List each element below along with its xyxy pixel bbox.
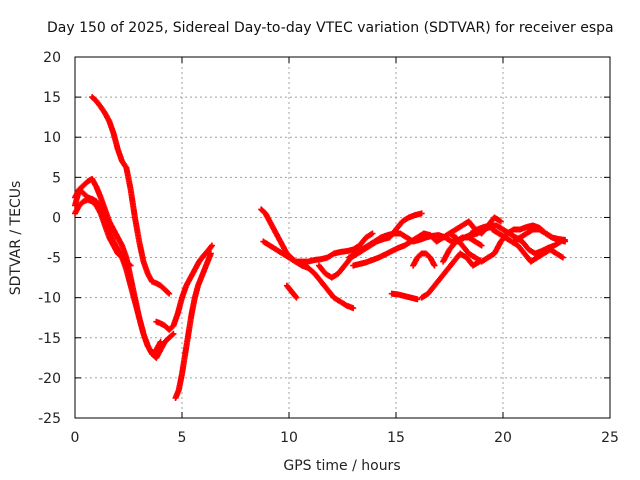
y-tick-label: 15 [43, 90, 61, 106]
plot-frame [74, 56, 611, 419]
series-arc-o [418, 250, 483, 301]
series-arc-e [153, 242, 215, 333]
x-tick-label: 25 [601, 430, 619, 446]
data-layer [72, 94, 569, 401]
y-tick-label: 20 [43, 50, 61, 66]
data-point [414, 296, 421, 303]
y-tick-label: 0 [52, 210, 61, 226]
data-point [293, 294, 300, 301]
data-point [157, 338, 164, 345]
data-point [165, 289, 172, 296]
data-point [562, 236, 569, 243]
x-tick-label: 0 [71, 430, 80, 446]
chart-title: Day 150 of 2025, Sidereal Day-to-day VTE… [47, 20, 614, 36]
series-arc-a [89, 94, 173, 297]
series-arc-d [72, 196, 134, 269]
y-tick-label: -25 [38, 411, 61, 427]
series-arc-f [172, 250, 214, 401]
y-tick-label: -20 [38, 371, 61, 387]
data-point [169, 331, 176, 338]
x-tick-label: 10 [280, 430, 298, 446]
tick-layer: 0 5 10 15 20 25 -25 -20 -15 -10 -5 0 5 10 15 20 [38, 50, 619, 446]
y-tick-label: -15 [38, 331, 61, 347]
data-point [431, 262, 438, 269]
data-point [559, 254, 566, 261]
data-point [207, 250, 214, 257]
x-tick-label: 15 [387, 430, 405, 446]
data-point [126, 261, 133, 268]
data-point [166, 290, 173, 297]
y-tick-label: -10 [38, 291, 61, 307]
data-point [369, 230, 376, 237]
data-point [127, 262, 134, 269]
data-point [350, 305, 357, 312]
data-point [170, 330, 177, 337]
data-point [497, 218, 504, 225]
y-axis-label: SDTVAR / TECUs [8, 181, 24, 296]
series-arc-m [388, 290, 421, 303]
data-point [292, 293, 299, 300]
x-axis-label: GPS time / hours [283, 458, 400, 474]
series-arc-i [283, 282, 300, 301]
x-tick-label: 20 [494, 430, 512, 446]
y-tick-label: 10 [43, 130, 61, 146]
series-arc-n [410, 250, 438, 269]
series-arc-h [260, 238, 357, 312]
data-point [208, 243, 215, 250]
series-arc-t [510, 226, 569, 245]
data-point [418, 210, 425, 217]
grid-layer [75, 57, 610, 418]
data-point [208, 242, 215, 249]
data-point [478, 242, 485, 249]
y-tick-label: 5 [52, 170, 61, 186]
y-tick-label: -5 [47, 251, 61, 267]
x-tick-label: 5 [178, 430, 187, 446]
